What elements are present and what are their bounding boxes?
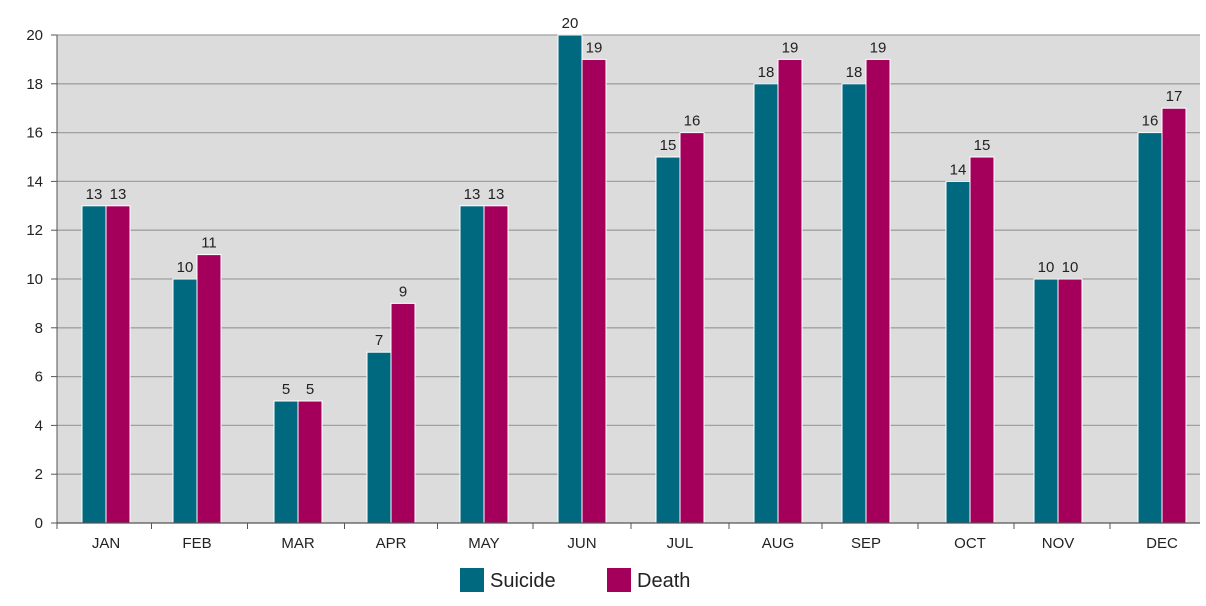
y-tick-label: 0 [35, 515, 43, 532]
bar-suicide [81, 205, 107, 524]
bar-suicide [366, 351, 392, 524]
data-label: 19 [782, 39, 799, 56]
data-label: 14 [950, 161, 967, 178]
data-label: 20 [562, 15, 579, 32]
bar-death [390, 302, 416, 524]
y-tick-label: 20 [26, 27, 43, 44]
bar-suicide [172, 278, 198, 524]
bar-suicide [753, 83, 779, 524]
gridlines [57, 34, 1200, 475]
legend-swatch-suicide [460, 568, 484, 592]
data-label: 10 [177, 259, 194, 276]
bar-suicide [557, 34, 583, 524]
bar-death [297, 400, 323, 524]
data-label: 10 [1038, 259, 1055, 276]
legend-label-suicide: Suicide [490, 570, 556, 592]
data-label: 7 [375, 332, 383, 349]
data-label: 18 [758, 64, 775, 81]
bar-death [581, 58, 607, 524]
data-label: 19 [586, 39, 603, 56]
data-label: 15 [660, 137, 677, 154]
bar-death [865, 58, 891, 524]
bar-death [679, 132, 705, 524]
data-label: 18 [846, 64, 863, 81]
data-label: 15 [974, 137, 991, 154]
y-tick-label: 16 [26, 125, 43, 142]
x-tick-label: AUG [762, 535, 795, 552]
data-label: 11 [201, 235, 217, 252]
legend-swatch-death [607, 568, 631, 592]
data-label: 19 [870, 39, 887, 56]
y-tick-label: 4 [35, 417, 43, 434]
bar-suicide [655, 156, 681, 524]
bar-death [1057, 278, 1083, 524]
y-tick-label: 14 [26, 173, 43, 190]
y-tick-label: 12 [26, 222, 43, 239]
data-label: 13 [110, 186, 127, 203]
bar-death [105, 205, 131, 524]
data-label: 16 [1142, 113, 1159, 130]
data-label: 13 [464, 186, 481, 203]
x-tick-label: NOV [1042, 535, 1075, 552]
y-tick-label: 8 [35, 320, 43, 337]
x-tick-label: DEC [1146, 535, 1178, 552]
axes: 0 2 4 6 8 10 12 14 16 18 20 JAN FEB MAR APR MAY JUN JUL AU… [26, 27, 1200, 552]
bar-suicide [459, 205, 485, 524]
x-tick-label: OCT [954, 535, 986, 552]
data-label: 5 [282, 381, 290, 398]
bar-death [196, 254, 222, 524]
data-labels: 13 13 10 11 5 5 7 9 13 13 20 19 15 16 18 19 18 19 14 15 10 10… [86, 15, 1183, 398]
bars [81, 34, 1187, 524]
data-label: 17 [1166, 88, 1183, 105]
data-label: 13 [86, 186, 103, 203]
data-label: 5 [306, 381, 314, 398]
x-tick-label: JUL [667, 535, 694, 552]
bar-suicide [1033, 278, 1059, 524]
bar-suicide [945, 180, 971, 524]
y-tick-label: 10 [26, 271, 43, 288]
x-tick-label: JUN [567, 535, 596, 552]
data-label: 10 [1062, 259, 1079, 276]
y-tick-label: 18 [26, 76, 43, 93]
bar-suicide [841, 83, 867, 524]
x-tick-label: SEP [851, 535, 881, 552]
bar-death [777, 58, 803, 524]
data-label: 13 [488, 186, 505, 203]
x-tick-label: FEB [182, 535, 211, 552]
bar-death [1161, 107, 1187, 524]
y-tick-label: 2 [35, 466, 43, 483]
x-tick-label: MAY [468, 535, 499, 552]
bar-death [969, 156, 995, 524]
bar-suicide [1137, 132, 1163, 524]
data-label: 9 [399, 283, 407, 300]
x-tick-label: APR [376, 535, 407, 552]
legend-label-death: Death [637, 570, 690, 592]
data-label: 16 [684, 113, 701, 130]
y-tick-label: 6 [35, 369, 43, 386]
bar-suicide [273, 400, 299, 524]
bar-death [483, 205, 509, 524]
x-tick-label: JAN [92, 535, 120, 552]
x-tick-label: MAR [281, 535, 315, 552]
legend: Suicide Death [460, 568, 690, 592]
